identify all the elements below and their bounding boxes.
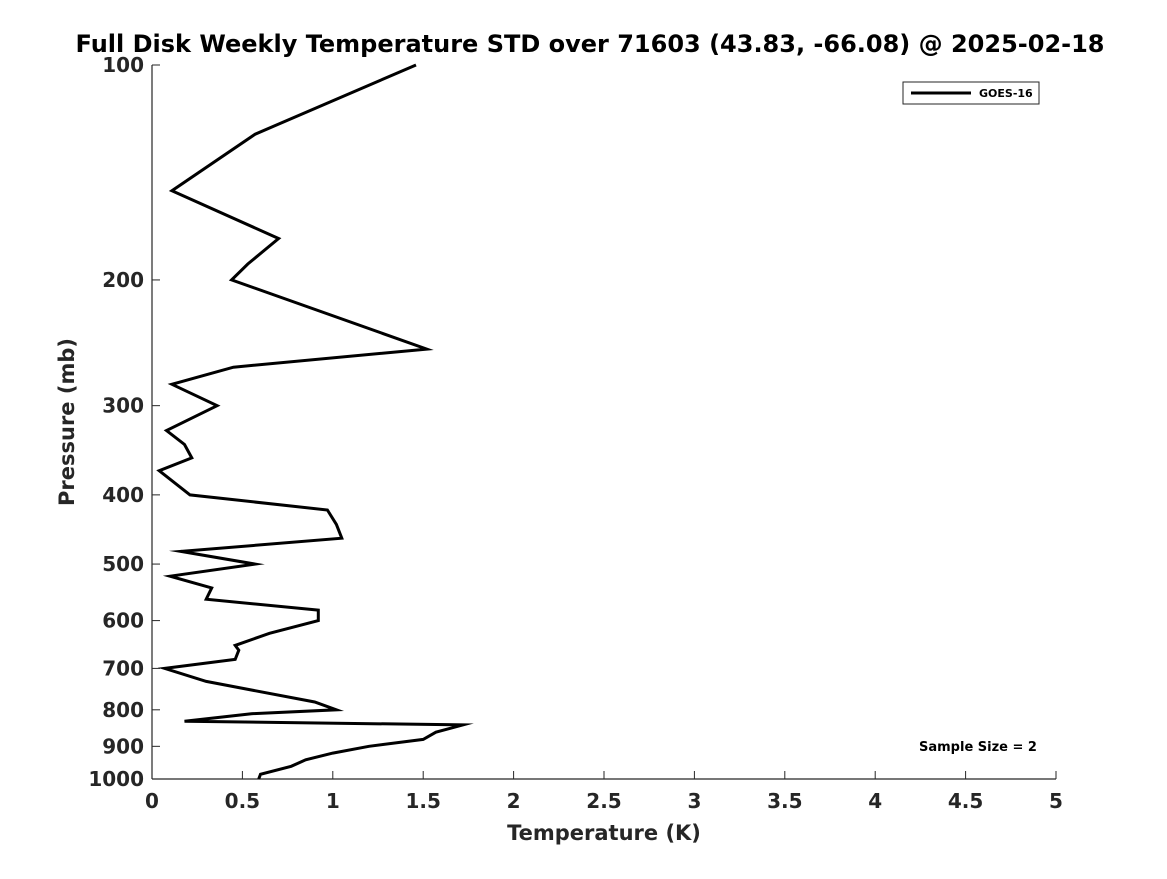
y-tick-label: 500 (102, 552, 144, 576)
y-tick-label: 200 (102, 268, 144, 292)
legend-label-goes-16: GOES-16 (979, 87, 1033, 100)
axes (151, 65, 1056, 780)
y-tick-label: 300 (102, 394, 144, 418)
y-tick-label: 400 (102, 483, 144, 507)
y-tick-label: 1000 (88, 767, 144, 791)
y-axis-label: Pressure (mb) (55, 338, 79, 506)
x-tick-label: 0.5 (225, 789, 260, 813)
y-ticks: 100 200 300 400 500 600 700 800 900 1000 (88, 53, 160, 791)
x-tick-label: 3.5 (767, 789, 802, 813)
x-tick-label: 4.5 (948, 789, 983, 813)
x-tick-label: 1 (326, 789, 340, 813)
series-line-goes-16 (156, 63, 474, 780)
x-tick-label: 4 (868, 789, 882, 813)
x-ticks: 0 0.5 1 1.5 2 2.5 3 3.5 4 4.5 5 (145, 771, 1063, 813)
series-layer (156, 63, 474, 780)
x-tick-label: 2 (507, 789, 521, 813)
y-tick-label: 600 (102, 609, 144, 633)
x-tick-label: 2.5 (586, 789, 621, 813)
chart-title: Full Disk Weekly Temperature STD over 71… (76, 30, 1105, 58)
legend: GOES-16 (902, 81, 1040, 105)
x-tick-label: 0 (145, 789, 159, 813)
y-tick-label: 100 (102, 53, 144, 77)
y-tick-label: 700 (102, 656, 144, 680)
sample-size-annotation: Sample Size = 2 (919, 740, 1037, 755)
x-axis-label: Temperature (K) (507, 821, 701, 845)
x-tick-label: 5 (1049, 789, 1063, 813)
y-tick-label: 900 (102, 734, 144, 758)
y-tick-label: 800 (102, 698, 144, 722)
x-tick-label: 3 (687, 789, 701, 813)
x-tick-label: 1.5 (405, 789, 440, 813)
